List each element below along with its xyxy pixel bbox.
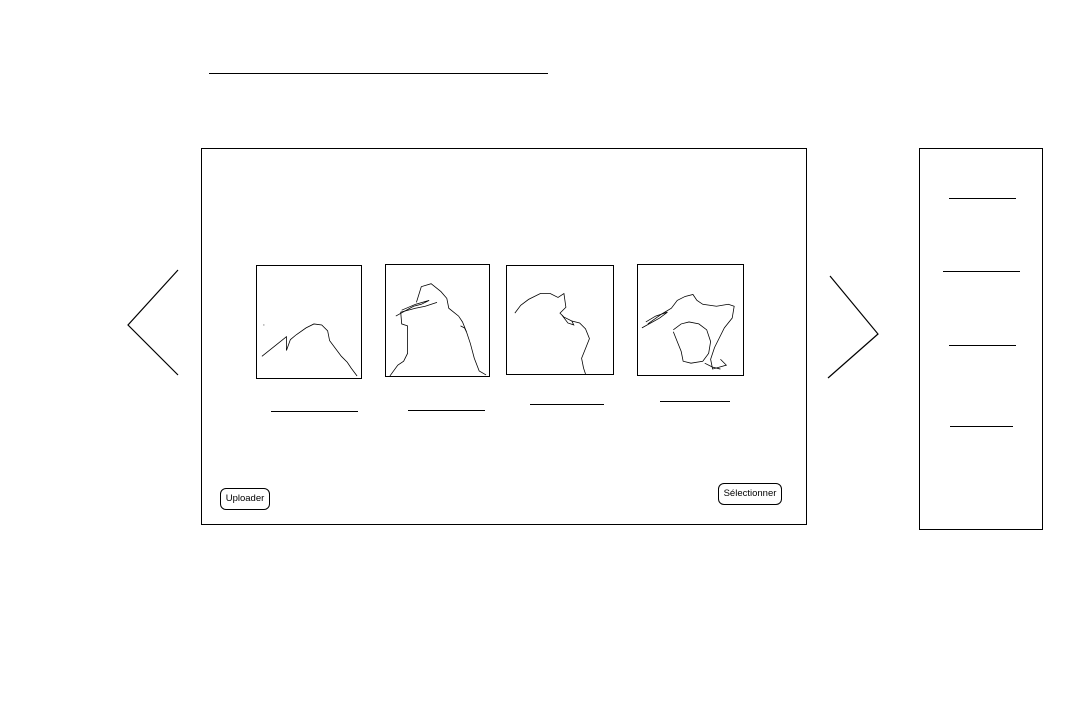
thumbnail-4-caption (660, 401, 730, 402)
thumbnail-2-caption (408, 410, 485, 411)
sidebar-item-1[interactable] (949, 198, 1016, 199)
thumbnail-3[interactable] (506, 265, 614, 375)
thumbnail-3-caption (530, 404, 604, 405)
sidebar-panel (919, 148, 1043, 530)
sidebar-item-4[interactable] (950, 426, 1013, 427)
sketch-image-icon (641, 294, 735, 370)
thumbnail-4[interactable] (637, 264, 744, 376)
thumbnail-2[interactable] (385, 264, 490, 377)
select-button[interactable]: Sélectionner (718, 483, 782, 505)
sidebar-item-2[interactable] (943, 271, 1020, 272)
chevron-right-icon (827, 275, 879, 379)
sketch-image-icon (389, 283, 487, 376)
sketch-image-icon (261, 323, 358, 377)
upload-button[interactable]: Uploader (220, 488, 270, 510)
thumbnail-1-caption (271, 411, 358, 412)
carousel-prev-button[interactable] (124, 268, 182, 378)
thumbnail-1[interactable] (256, 265, 362, 379)
image-gallery-panel (201, 148, 807, 525)
page-title-placeholder (209, 73, 548, 74)
carousel-next-button[interactable] (826, 274, 882, 382)
sidebar-item-3[interactable] (949, 345, 1016, 346)
chevron-left-icon (127, 269, 179, 376)
sketch-image-icon (514, 292, 590, 374)
